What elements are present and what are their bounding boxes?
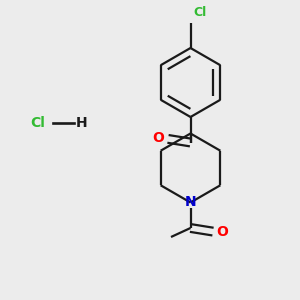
Text: Cl: Cl	[30, 116, 45, 130]
Text: O: O	[152, 131, 164, 145]
Text: H: H	[76, 116, 87, 130]
Text: N: N	[185, 196, 196, 209]
Text: O: O	[217, 226, 229, 239]
Text: Cl: Cl	[193, 7, 206, 20]
